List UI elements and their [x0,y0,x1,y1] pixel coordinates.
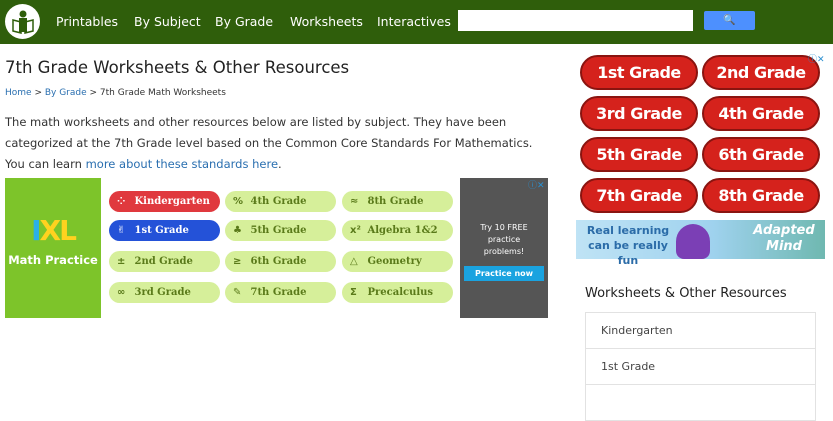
grade-pill[interactable]: ✌ 1st Grade [109,220,220,241]
grade-pill[interactable]: Σ Precalculus [342,282,453,303]
grade-button[interactable]: 2nd Grade [702,55,820,90]
breadcrumb-sep: > [31,88,45,98]
grade-button[interactable]: 1st Grade [580,55,698,90]
nav-interactives[interactable]: Interactives [377,14,451,29]
grade-pill[interactable]: % 4th Grade [225,191,336,212]
ad-choices-icon[interactable]: ⓘ✕ [808,55,825,65]
grade-pill[interactable]: ✎ 7th Grade [225,282,336,303]
breadcrumb-home[interactable]: Home [5,88,32,98]
subject-icon: ± [117,256,126,267]
subject-icon: x² [350,225,361,236]
grade-button[interactable]: 5th Grade [580,137,698,172]
grade-button[interactable]: 6th Grade [702,137,820,172]
grade-pill[interactable]: ± 2nd Grade [109,251,220,272]
subject-icon: ✌ [117,225,126,236]
intro-text: The math worksheets and other resources … [5,115,533,171]
pill-label: Geometry [367,256,422,267]
subject-icon: ∞ [117,287,126,298]
adaptedmind-logo: Adapted Mind [753,223,815,254]
ad-choices-icon[interactable]: ⓘ✕ [528,181,545,191]
nav-by-grade[interactable]: By Grade [215,14,274,29]
pill-label: 2nd Grade [134,256,193,267]
pill-label: 1st Grade [134,225,189,236]
search-button[interactable]: 🔍 [704,11,755,30]
pill-label: 5th Grade [250,225,307,236]
subject-icon: ≈ [350,196,359,207]
breadcrumb-sep: > [86,88,100,98]
ad-banner: Real learning can be really fun Adapted … [576,220,825,267]
search-input[interactable] [458,10,693,31]
grade-pill[interactable]: ∞ 3rd Grade [109,282,220,303]
subject-icon: % [233,196,244,207]
grade-pill[interactable]: ⁘ Kindergarten [109,191,220,212]
sidebar-item-1st-grade[interactable]: 1st Grade [585,348,816,385]
site-header: Printables By Subject By Grade Worksheet… [0,0,833,44]
banner-slogan: Real learning can be really fun [586,224,670,267]
adaptedmind-ad[interactable]: 1st Grade 2nd Grade 3rd Grade 4th Grade 5th … [576,52,825,267]
nav-worksheets[interactable]: Worksheets [290,14,363,29]
pill-label: Kindergarten [134,196,210,207]
subject-icon: ♣ [233,225,242,236]
page-title: 7th Grade Worksheets & Other Resources [5,58,350,77]
subject-icon: ✎ [233,287,242,298]
breadcrumb-by-grade[interactable]: By Grade [44,88,87,98]
grade-pill[interactable]: △ Geometry [342,251,453,272]
ixl-logo: IXL [31,214,77,247]
pill-label: Algebra 1&2 [367,225,438,236]
pill-label: 3rd Grade [134,287,191,298]
pill-label: 6th Grade [250,256,307,267]
search-icon: 🔍 [723,15,736,26]
ixl-side-text: Try 10 FREE practice problems! [480,223,528,256]
monster-icon [676,224,710,259]
grade-button[interactable]: 8th Grade [702,178,820,213]
nav-printables[interactable]: Printables [56,14,119,29]
grade-button[interactable]: 3rd Grade [580,96,698,131]
breadcrumb-current: 7th Grade Math Worksheets [99,88,226,98]
ixl-ad-logo[interactable]: IXL Math Practice [5,178,101,318]
sidebar-item-kindergarten[interactable]: Kindergarten [585,312,816,349]
intro-end: . [278,157,282,171]
grade-button[interactable]: 7th Grade [580,178,698,213]
grade-pill[interactable]: ♣ 5th Grade [225,220,336,241]
ixl-side-ad: Try 10 FREE practice problems! Practice … [460,178,548,318]
pill-label: Precalculus [367,287,434,298]
standards-link[interactable]: more about these standards here [85,157,279,171]
subject-icon: ⁘ [117,196,126,207]
practice-now-button[interactable]: Practice now [464,266,544,281]
pill-label: 4th Grade [250,196,307,207]
grade-pill[interactable]: x² Algebra 1&2 [342,220,453,241]
subject-icon: Σ [350,287,357,298]
subject-icon: △ [350,256,358,267]
grade-button[interactable]: 4th Grade [702,96,820,131]
pill-label: 8th Grade [367,196,424,207]
ixl-tagline: Math Practice [8,253,98,267]
intro-paragraph: The math worksheets and other resources … [5,112,550,175]
sidebar-heading: Worksheets & Other Resources [585,286,787,301]
breadcrumb: Home > By Grade > 7th Grade Math Workshe… [5,88,226,98]
subject-icon: ≥ [233,256,242,267]
nav-by-subject[interactable]: By Subject [134,14,201,29]
sidebar-list: Kindergarten 1st Grade [585,312,816,421]
site-logo[interactable] [5,4,40,39]
grade-pill[interactable]: ≈ 8th Grade [342,191,453,212]
grade-pill[interactable]: ≥ 6th Grade [225,251,336,272]
sidebar-item[interactable] [585,384,816,421]
pill-label: 7th Grade [250,287,307,298]
